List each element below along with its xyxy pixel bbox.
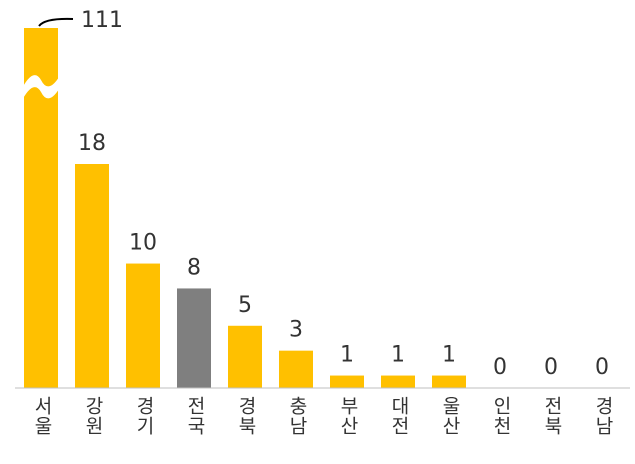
bar — [432, 375, 466, 388]
x-tick-label: 울산 — [439, 396, 461, 436]
leader-line — [38, 17, 74, 27]
data-label: 5 — [238, 293, 252, 318]
data-label: 111 — [81, 8, 123, 33]
data-label: 0 — [493, 355, 507, 380]
bar — [381, 375, 415, 388]
data-label: 18 — [78, 131, 106, 156]
data-label: 1 — [340, 343, 354, 368]
x-tick-label: 서울 — [31, 396, 53, 436]
data-label: 8 — [187, 255, 201, 280]
x-tick-label: 강원 — [82, 396, 104, 436]
x-tick-label: 충남 — [286, 396, 308, 436]
x-tick-label: 인천 — [490, 396, 512, 436]
data-label: 3 — [289, 318, 303, 343]
data-label: 1 — [391, 343, 405, 368]
bar — [228, 325, 262, 388]
x-tick-label: 경북 — [235, 396, 257, 436]
x-tick-label: 전국 — [184, 396, 206, 436]
bar — [177, 288, 211, 388]
data-label: 0 — [544, 355, 558, 380]
data-label: 0 — [595, 355, 609, 380]
bar — [126, 263, 160, 388]
bar — [279, 350, 313, 388]
x-tick-label: 경기 — [133, 396, 155, 436]
axis-break — [20, 72, 62, 104]
x-tick-label: 부산 — [337, 396, 359, 436]
x-tick-label: 경남 — [592, 396, 614, 436]
x-tick-label: 전북 — [541, 396, 563, 436]
x-tick-label: 대전 — [388, 396, 410, 436]
data-label: 10 — [129, 231, 157, 256]
data-label: 1 — [442, 343, 456, 368]
bar — [330, 375, 364, 388]
bar — [75, 164, 109, 388]
